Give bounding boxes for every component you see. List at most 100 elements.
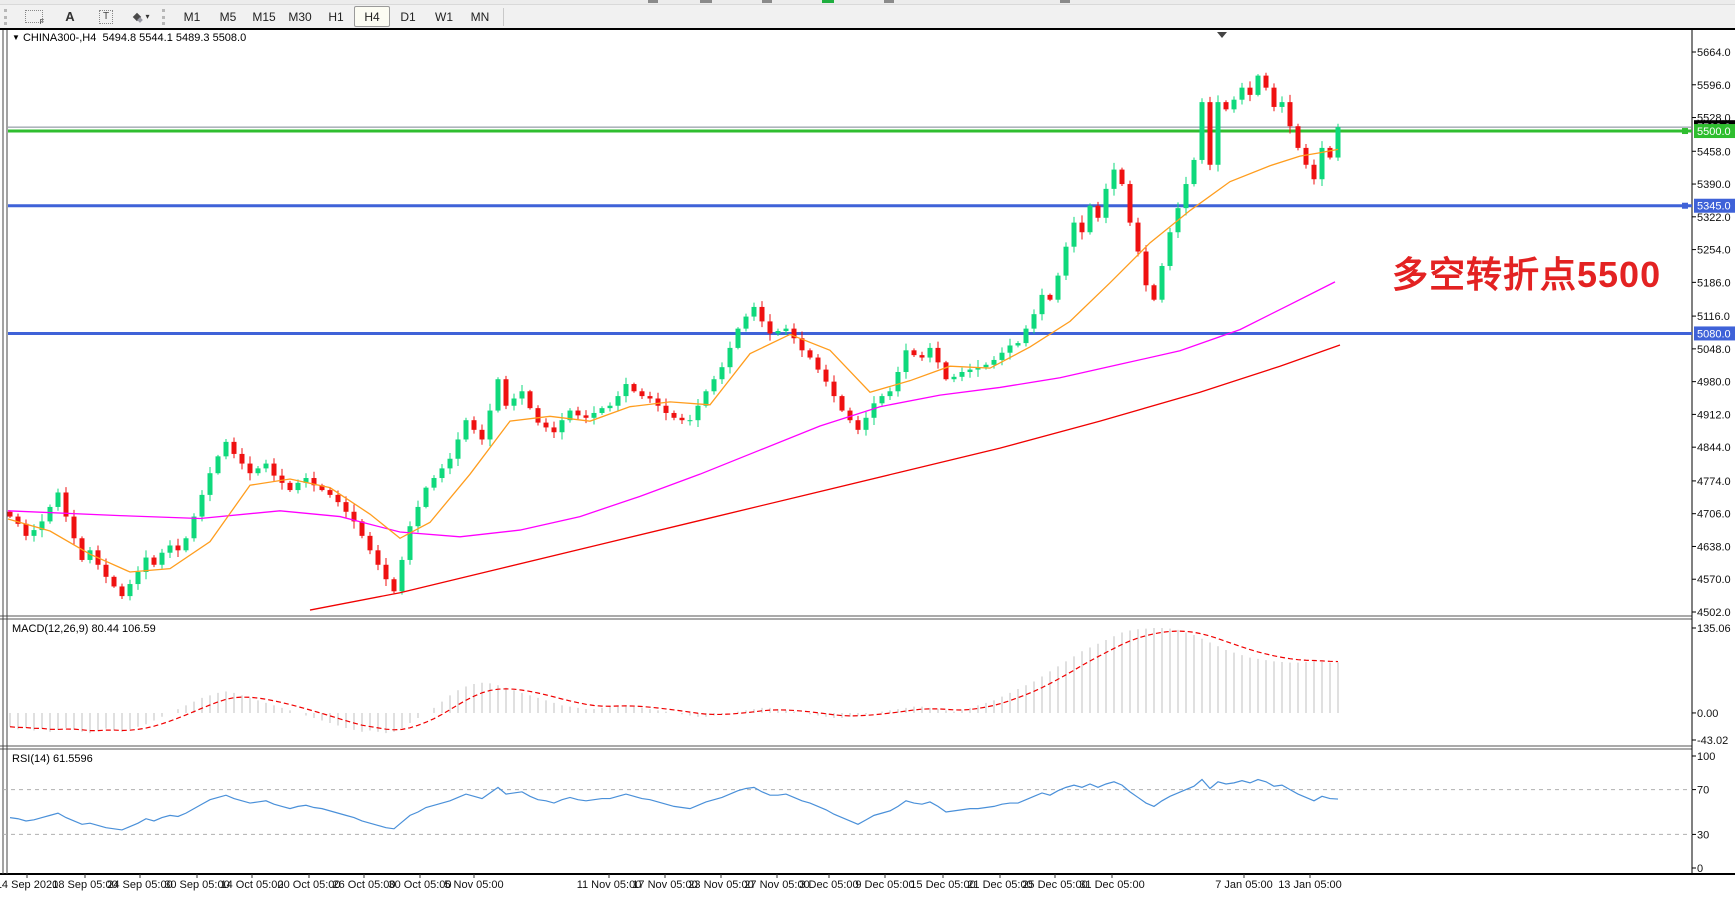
macd-axis-labels: 135.06 0.00 -43.02 <box>1692 623 1731 747</box>
macd-indicator-label: MACD(12,26,9) 80.44 106.59 <box>12 623 156 635</box>
price-axis-labels: 5664.05596.05528.05458.05390.05322.05254… <box>1692 47 1731 619</box>
svg-text:5458.0: 5458.0 <box>1697 146 1731 158</box>
text-tool-button[interactable]: T <box>88 6 124 27</box>
timeframe-h1[interactable]: H1 <box>328 9 344 24</box>
clipped-icon <box>884 0 894 3</box>
timeframe-m5[interactable]: M5 <box>219 9 237 24</box>
text-icon: T <box>98 9 114 24</box>
svg-text:5500.0: 5500.0 <box>1697 126 1731 138</box>
svg-text:23 Nov 05:00: 23 Nov 05:00 <box>688 879 753 891</box>
clipped-icon <box>648 0 658 3</box>
svg-text:-43.02: -43.02 <box>1697 735 1728 747</box>
svg-text:7 Jan 05:00: 7 Jan 05:00 <box>1215 879 1273 891</box>
svg-text:5116.0: 5116.0 <box>1697 311 1730 323</box>
svg-text:4638.0: 4638.0 <box>1697 541 1731 553</box>
svg-text:30: 30 <box>1697 829 1709 841</box>
svg-text:20 Oct 05:00: 20 Oct 05:00 <box>278 879 341 891</box>
svg-text:3 Dec 05:00: 3 Dec 05:00 <box>799 879 858 891</box>
timeframe-h4[interactable]: H4 <box>354 6 390 27</box>
svg-text:26 Oct 05:00: 26 Oct 05:00 <box>333 879 396 891</box>
chart-frame <box>0 30 1735 875</box>
text-label-icon: A <box>65 9 75 24</box>
clipped-icon <box>1060 0 1070 3</box>
svg-text:5 Nov 05:00: 5 Nov 05:00 <box>444 879 503 891</box>
svg-text:30 Sep 05:00: 30 Sep 05:00 <box>164 879 229 891</box>
svg-text:30 Oct 05:00: 30 Oct 05:00 <box>389 879 452 891</box>
svg-text:24 Sep 05:00: 24 Sep 05:00 <box>107 879 172 891</box>
svg-text:4912.0: 4912.0 <box>1697 409 1731 421</box>
ma-slow-red-line[interactable] <box>309 344 1341 611</box>
svg-text:21 Dec 05:00: 21 Dec 05:00 <box>967 879 1032 891</box>
svg-text:5048.0: 5048.0 <box>1697 344 1731 356</box>
svg-text:31 Dec 05:00: 31 Dec 05:00 <box>1079 879 1144 891</box>
svg-text:0.00: 0.00 <box>1697 708 1718 720</box>
svg-text:5254.0: 5254.0 <box>1697 245 1731 257</box>
svg-text:18 Sep 05:00: 18 Sep 05:00 <box>52 879 117 891</box>
rsi-axis-labels: 100 70 30 0 <box>1692 751 1715 875</box>
toolbar-drag-handle[interactable] <box>4 8 11 25</box>
svg-text:14 Sep 2020: 14 Sep 2020 <box>0 879 58 891</box>
text-label-tool-button[interactable]: A <box>52 6 88 27</box>
svg-text:17 Nov 05:00: 17 Nov 05:00 <box>632 879 697 891</box>
svg-text:13 Jan 05:00: 13 Jan 05:00 <box>1278 879 1342 891</box>
timeframe-m15[interactable]: M15 <box>252 9 276 24</box>
svg-text:4980.0: 4980.0 <box>1697 377 1731 389</box>
svg-text:135.06: 135.06 <box>1697 623 1731 635</box>
clipped-icon <box>700 0 712 3</box>
svg-text:5186.0: 5186.0 <box>1697 277 1731 289</box>
svg-text:5080.0: 5080.0 <box>1697 328 1731 340</box>
svg-text:14 Oct 05:00: 14 Oct 05:00 <box>221 879 284 891</box>
ma-mid-magenta-line[interactable] <box>7 281 1336 538</box>
timeframe-d1[interactable]: D1 <box>400 9 416 24</box>
annotation-text[interactable]: 多空转折点5500 <box>1392 254 1662 295</box>
macd-histogram <box>9 628 1339 734</box>
svg-text:4502.0: 4502.0 <box>1697 607 1731 619</box>
svg-text:100: 100 <box>1697 751 1715 763</box>
arrows-tool-button[interactable]: ▾ <box>124 6 160 27</box>
svg-text:15 Dec 05:00: 15 Dec 05:00 <box>910 879 975 891</box>
svg-text:5322.0: 5322.0 <box>1697 212 1731 224</box>
timeframe-m30[interactable]: M30 <box>288 9 312 24</box>
timeframe-w1[interactable]: W1 <box>435 9 453 24</box>
svg-text:5345.0: 5345.0 <box>1697 201 1731 213</box>
svg-text:5596.0: 5596.0 <box>1697 80 1731 92</box>
chart-info-line[interactable]: ▼ CHINA300-,H4 5494.8 5544.1 5489.3 5508… <box>12 32 246 44</box>
rsi-line <box>9 778 1339 831</box>
svg-text:4706.0: 4706.0 <box>1697 509 1731 521</box>
macd-signal-line <box>9 630 1339 732</box>
svg-text:70: 70 <box>1697 785 1709 797</box>
clipped-icon <box>822 0 834 3</box>
ohlc-values: 5494.8 5544.1 5489.3 5508.0 <box>102 32 247 44</box>
svg-text:5664.0: 5664.0 <box>1697 47 1731 59</box>
svg-text:4774.0: 4774.0 <box>1697 476 1731 488</box>
svg-text:11 Nov 05:00: 11 Nov 05:00 <box>577 879 642 891</box>
clipped-icon <box>762 0 772 3</box>
horizontal-line-5500[interactable]: 5500.0 <box>8 124 1735 139</box>
timeframe-m1[interactable]: M1 <box>183 9 201 24</box>
svg-text:5390.0: 5390.0 <box>1697 179 1731 191</box>
candles <box>7 72 1341 601</box>
symbol-period-label: CHINA300-,H4 <box>22 32 97 44</box>
collapse-arrow-icon[interactable]: ▼ <box>12 33 20 42</box>
timeframe-mn[interactable]: MN <box>470 9 490 24</box>
chevron-down-icon: ▾ <box>145 12 150 21</box>
fibonacci-icon: F <box>25 10 44 26</box>
ma-fast-orange-line[interactable] <box>7 148 1339 573</box>
svg-text:4844.0: 4844.0 <box>1697 442 1731 454</box>
fibonacci-tool-button[interactable]: F <box>16 6 52 27</box>
toolbar: F A T ▾ M1 M5 M15 M30 H1 H4 D1 W1 MN <box>0 5 1735 28</box>
toolbar-separator <box>503 7 504 26</box>
svg-text:0: 0 <box>1697 863 1703 875</box>
svg-text:4570.0: 4570.0 <box>1697 574 1731 586</box>
horizontal-line-5080[interactable]: 5080.0 <box>8 326 1735 341</box>
rsi-indicator-label: RSI(14) 61.5596 <box>12 753 93 765</box>
svg-text:9 Dec 05:00: 9 Dec 05:00 <box>855 879 914 891</box>
chart-shift-marker[interactable] <box>1217 32 1227 38</box>
timeframe-toolbar-drag-handle[interactable] <box>162 8 169 25</box>
horizontal-line-5345[interactable]: 5345.0 <box>8 198 1735 213</box>
clipped-toolbar-row <box>0 0 1735 5</box>
svg-text:25 Dec 05:00: 25 Dec 05:00 <box>1022 879 1087 891</box>
